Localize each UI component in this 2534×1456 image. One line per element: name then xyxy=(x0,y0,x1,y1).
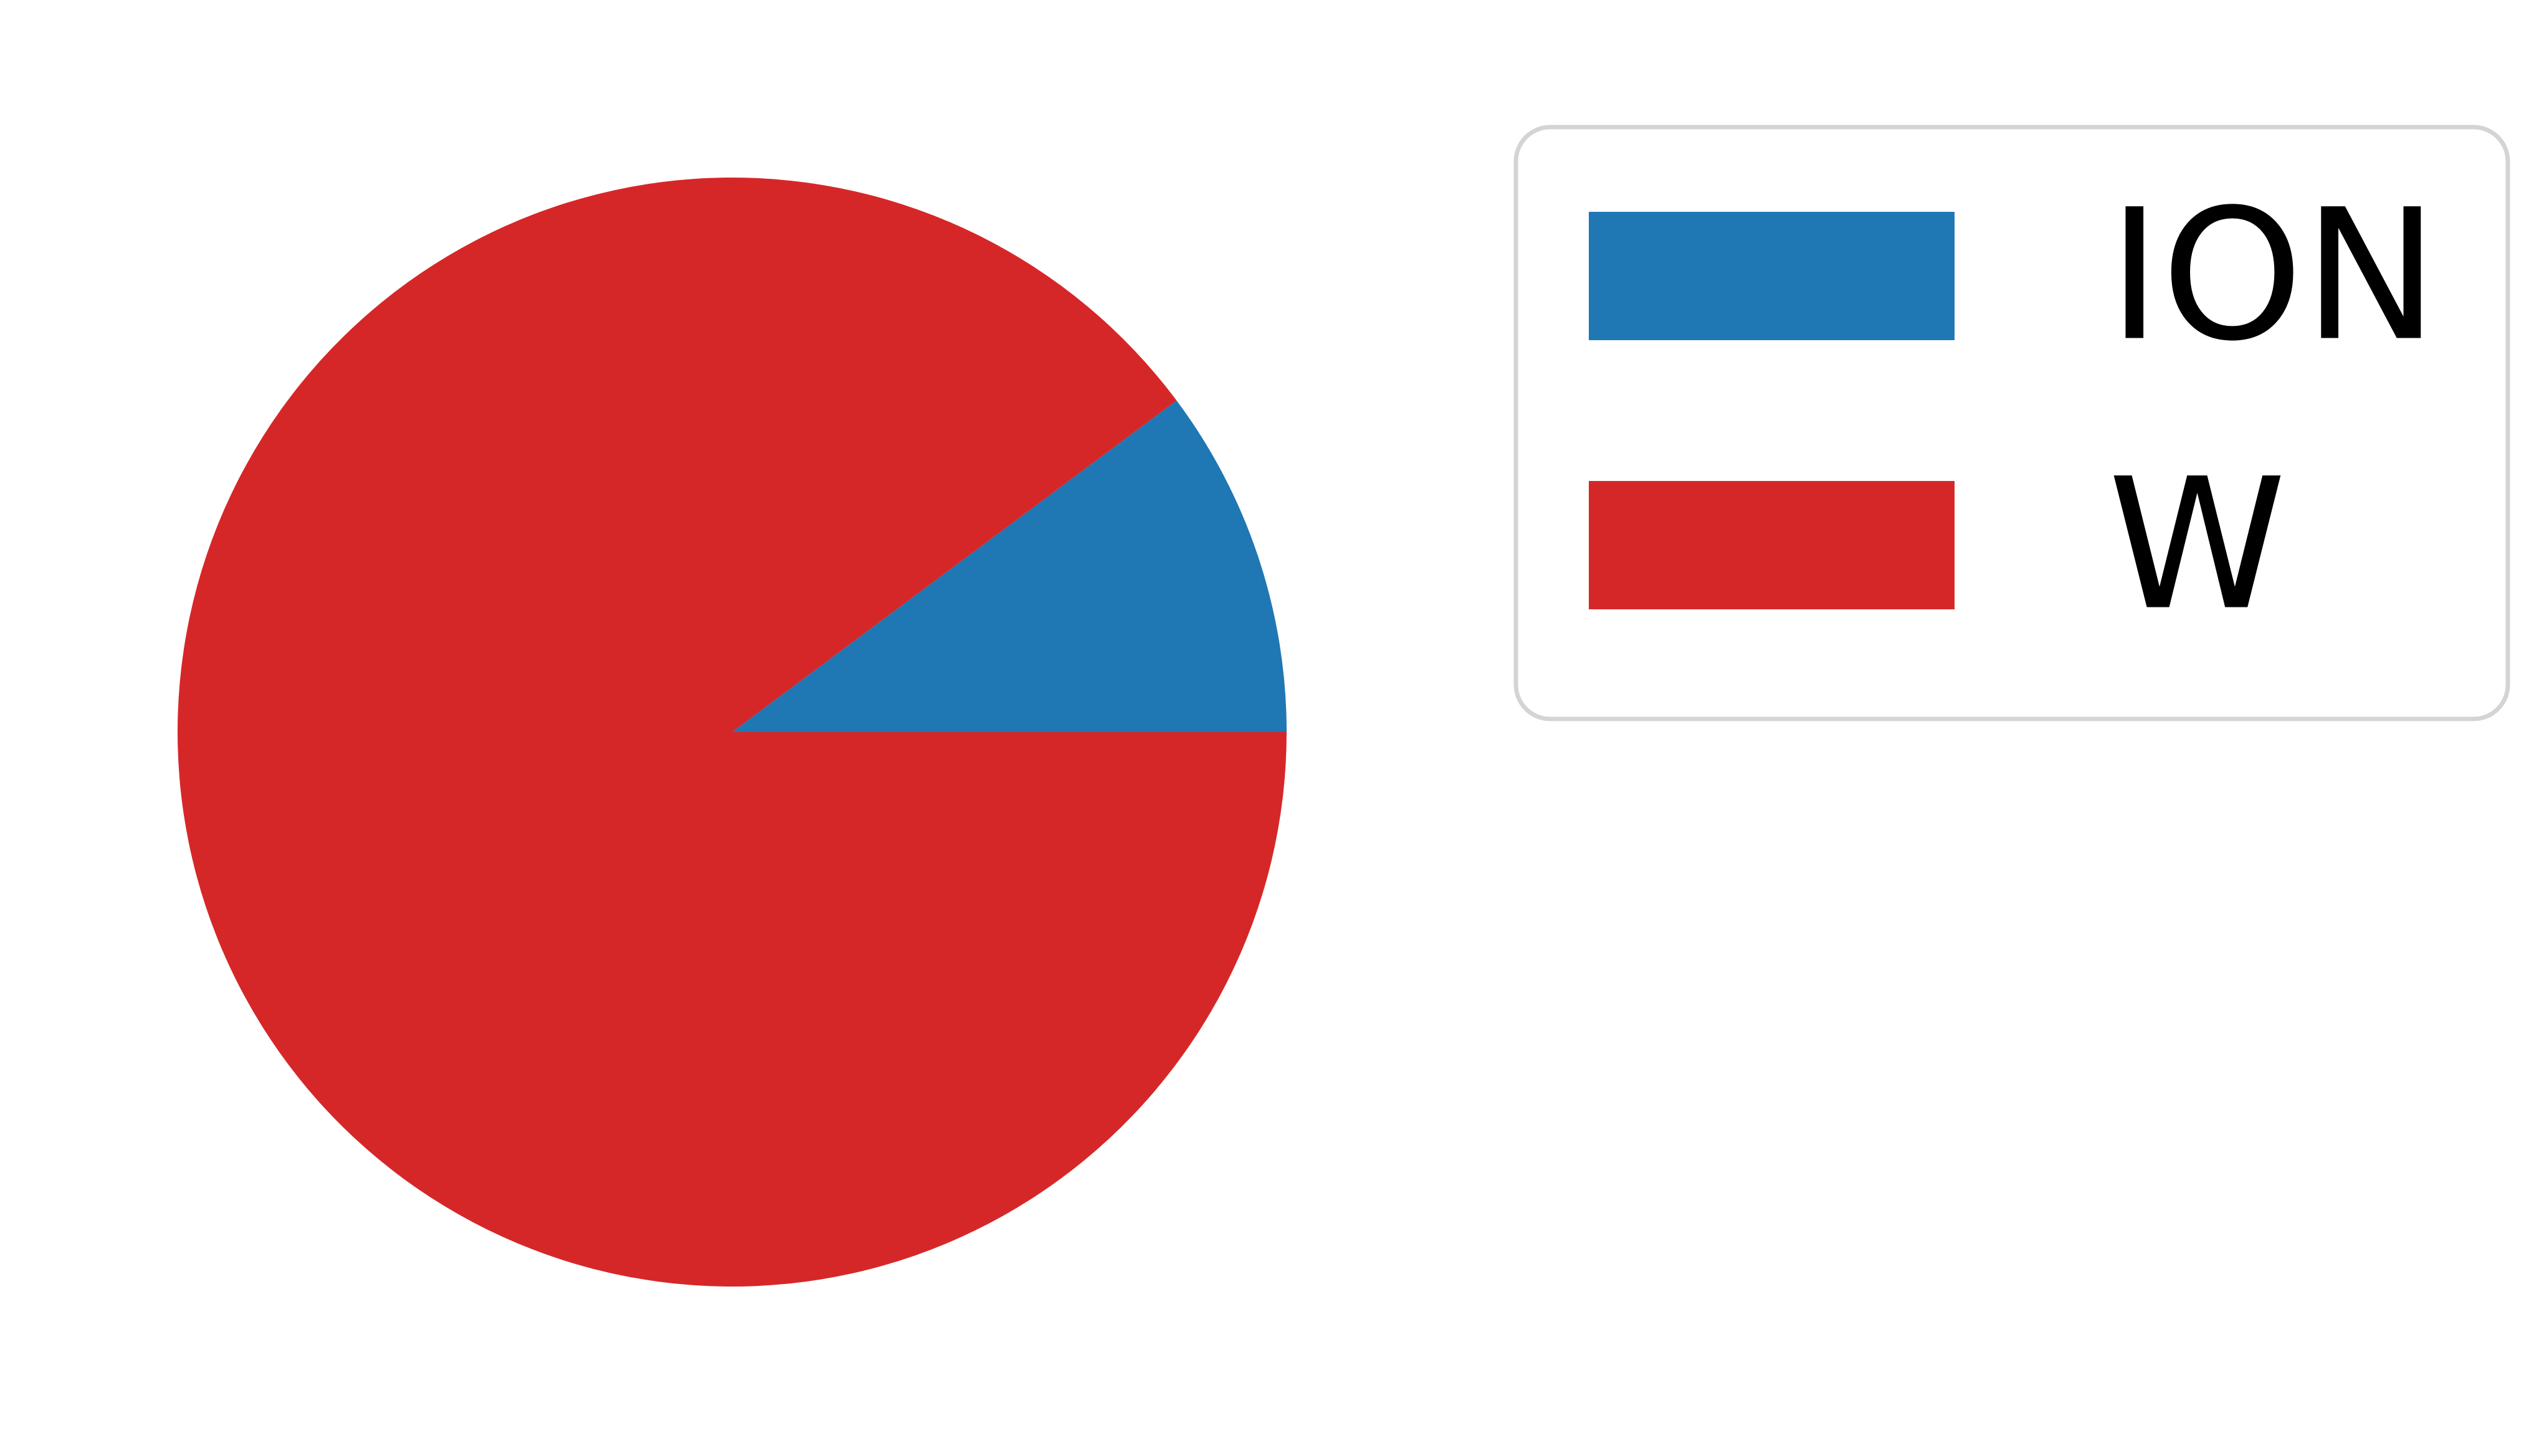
pie-slices xyxy=(178,177,1287,1287)
legend: ION W xyxy=(1513,125,2510,721)
legend-swatch-ion xyxy=(1589,212,1955,340)
pie-slice-ion xyxy=(732,400,1287,732)
legend-swatch-w xyxy=(1589,481,1955,609)
legend-label-w: W xyxy=(2108,440,2287,650)
pie-slice-w xyxy=(178,177,1287,1287)
legend-label-ion: ION xyxy=(2108,171,2439,381)
